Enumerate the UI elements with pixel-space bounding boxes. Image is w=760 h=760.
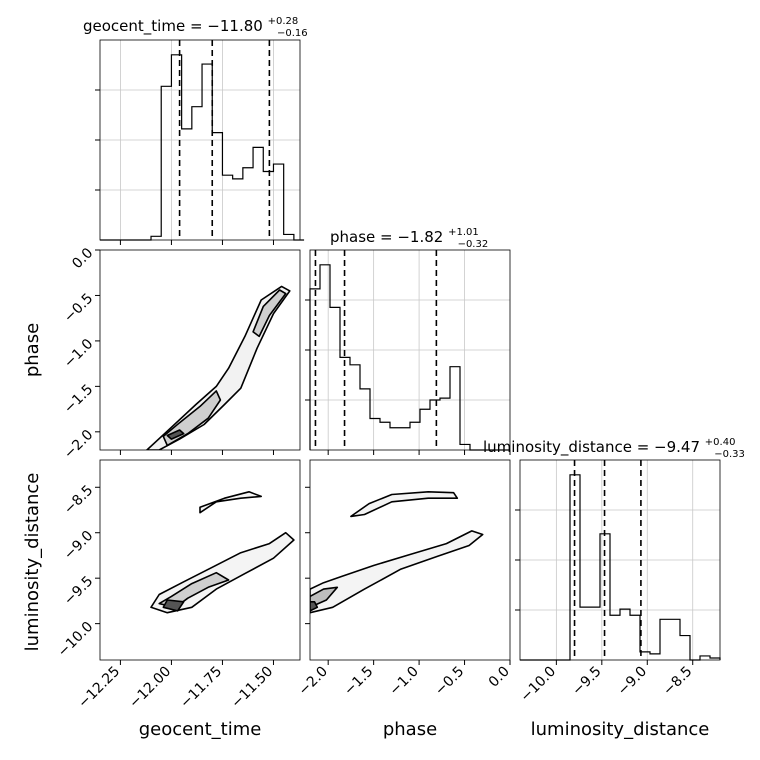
hist-panel-geocent_time [95, 39, 305, 245]
axis-labels: geocent_time phase luminosity_distance p… [22, 323, 709, 740]
xtick-label-luminosity_distance: −10.0 [518, 664, 560, 706]
xtick-label-luminosity_distance: −9.0 [615, 664, 650, 699]
ytick-label-phase: −1.0 [61, 336, 96, 371]
xlabel-phase: phase [383, 719, 437, 740]
xtick-label-geocent_time: −11.75 [177, 664, 225, 712]
contour-level-3 [162, 599, 185, 612]
contour-level-2 [252, 289, 287, 338]
ytick-label-luminosity_distance: −9.0 [61, 528, 96, 563]
panel-frame [309, 459, 511, 661]
panel-titles: geocent_time = −11.80 +0.28 −0.16 phase … [83, 10, 745, 460]
histogram-phase [309, 264, 510, 451]
xtick-label-phase: −0.5 [432, 664, 467, 699]
xtick-label-luminosity_distance: −8.5 [660, 664, 695, 699]
histogram-geocent_time [100, 54, 305, 241]
ytick-label-luminosity_distance: −10.0 [55, 619, 97, 661]
contour-level-3 [310, 600, 319, 612]
contour-body [146, 285, 291, 450]
ylabel-luminosity-distance: luminosity_distance [22, 473, 43, 652]
contour-panel-phase-luminosity_distance [305, 459, 511, 665]
xtick-label-phase: −2.0 [296, 664, 331, 699]
hist-panel-luminosity_distance [515, 459, 721, 665]
tick-labels: −12.25 −12.00 −11.75 −11.50 −2.0 −1.5 −1.0 −0.5… [55, 245, 696, 711]
xlabel-luminosity-distance: luminosity_distance [531, 719, 710, 740]
panel-frame [99, 249, 301, 451]
xtick-label-phase: −1.0 [387, 664, 422, 699]
panel-frame [99, 459, 301, 661]
xtick-label-geocent_time: −11.50 [228, 664, 276, 712]
ylabel-phase: phase [22, 323, 43, 377]
title-geocent-time: geocent_time = −11.80 +0.28 −0.16 [83, 10, 308, 39]
panels [95, 39, 721, 665]
contour-body [150, 490, 295, 614]
contour-level-1 [199, 490, 263, 514]
xtick-label-geocent_time: −12.00 [126, 664, 174, 712]
xtick-label-luminosity_distance: −9.5 [569, 664, 604, 699]
xtick-label-phase: −1.5 [341, 664, 376, 699]
histogram-luminosity_distance [520, 474, 721, 661]
panel-frame [99, 39, 301, 241]
ytick-label-phase: −1.5 [61, 381, 96, 416]
panel-frame [519, 459, 721, 661]
ytick-label-phase: −0.5 [61, 291, 96, 326]
contour-level-2 [310, 586, 339, 609]
ytick-label-luminosity_distance: −9.5 [61, 573, 96, 608]
contour-panel-geocent_time-luminosity_distance [95, 459, 301, 665]
xtick-label-phase: 0.0 [486, 664, 513, 691]
xtick-label-geocent_time: −12.25 [75, 664, 123, 712]
ytick-label-phase: −2.0 [61, 427, 96, 462]
contour-level-0 [310, 530, 484, 614]
title-phase: phase = −1.82 +1.01 −0.32 [330, 221, 488, 250]
xlabel-geocent-time: geocent_time [139, 719, 262, 740]
contour-body [310, 490, 484, 614]
title-luminosity-distance: luminosity_distance = −9.47 +0.40 −0.33 [483, 431, 745, 460]
ytick-label-phase: 0.0 [69, 245, 96, 272]
ytick-label-luminosity_distance: −8.5 [61, 482, 96, 517]
contour-level-3 [166, 429, 185, 440]
hist-panel-phase [305, 249, 511, 455]
contour-panel-geocent_time-phase [95, 249, 301, 455]
contour-level-1 [350, 490, 459, 518]
panel-frame [309, 249, 511, 451]
